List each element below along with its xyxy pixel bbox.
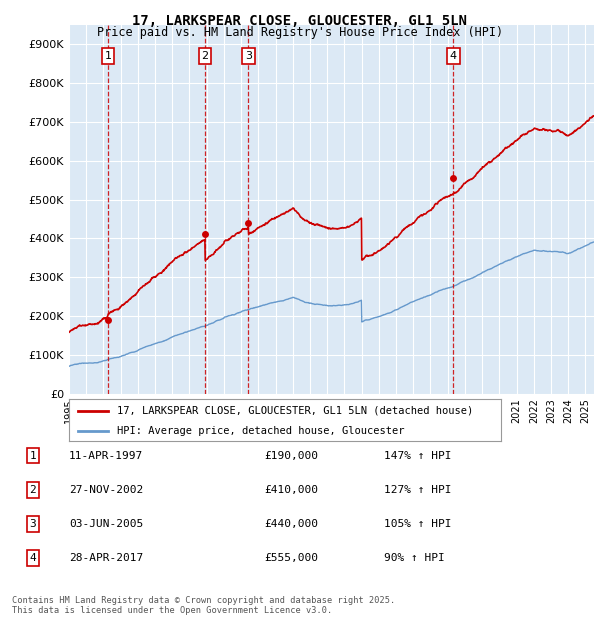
Text: 4: 4 <box>29 553 37 563</box>
Text: Price paid vs. HM Land Registry's House Price Index (HPI): Price paid vs. HM Land Registry's House … <box>97 26 503 39</box>
Text: 147% ↑ HPI: 147% ↑ HPI <box>384 451 452 461</box>
Text: 90% ↑ HPI: 90% ↑ HPI <box>384 553 445 563</box>
Text: 2: 2 <box>202 51 209 61</box>
Text: 03-JUN-2005: 03-JUN-2005 <box>69 519 143 529</box>
Text: 27-NOV-2002: 27-NOV-2002 <box>69 485 143 495</box>
Text: Contains HM Land Registry data © Crown copyright and database right 2025.
This d: Contains HM Land Registry data © Crown c… <box>12 596 395 615</box>
Text: 28-APR-2017: 28-APR-2017 <box>69 553 143 563</box>
Text: 2: 2 <box>29 485 37 495</box>
Text: 11-APR-1997: 11-APR-1997 <box>69 451 143 461</box>
Text: 3: 3 <box>29 519 37 529</box>
Text: 1: 1 <box>105 51 112 61</box>
Text: £555,000: £555,000 <box>264 553 318 563</box>
Text: HPI: Average price, detached house, Gloucester: HPI: Average price, detached house, Glou… <box>116 426 404 436</box>
Text: £190,000: £190,000 <box>264 451 318 461</box>
Text: 127% ↑ HPI: 127% ↑ HPI <box>384 485 452 495</box>
Text: 3: 3 <box>245 51 252 61</box>
Text: £410,000: £410,000 <box>264 485 318 495</box>
Text: 17, LARKSPEAR CLOSE, GLOUCESTER, GL1 5LN: 17, LARKSPEAR CLOSE, GLOUCESTER, GL1 5LN <box>133 14 467 28</box>
Text: 1: 1 <box>29 451 37 461</box>
Text: 4: 4 <box>449 51 457 61</box>
Text: 17, LARKSPEAR CLOSE, GLOUCESTER, GL1 5LN (detached house): 17, LARKSPEAR CLOSE, GLOUCESTER, GL1 5LN… <box>116 405 473 415</box>
Text: 105% ↑ HPI: 105% ↑ HPI <box>384 519 452 529</box>
Text: £440,000: £440,000 <box>264 519 318 529</box>
